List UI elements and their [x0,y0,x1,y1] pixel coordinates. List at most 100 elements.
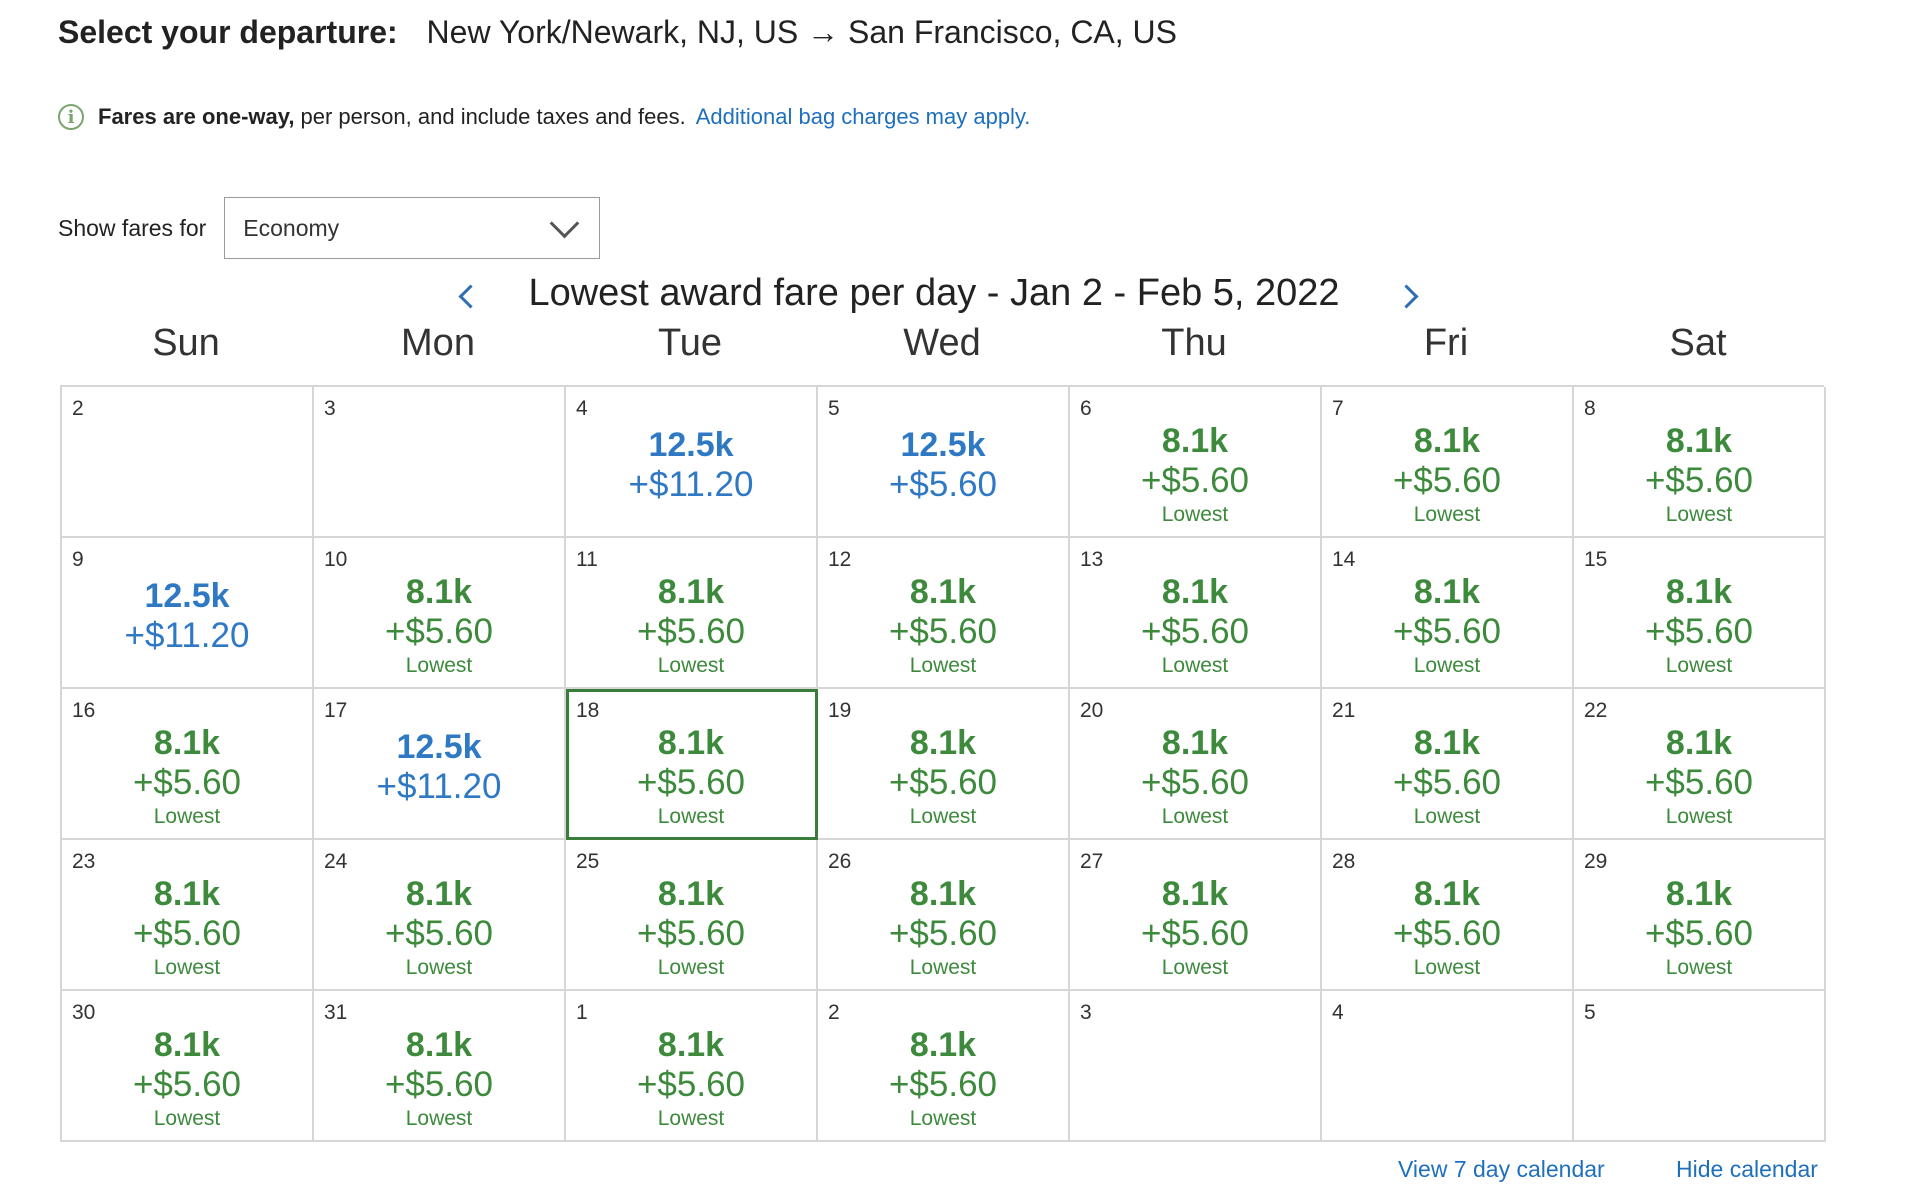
calendar-day-cell[interactable]: 7 8.1k +$5.60 Lowest [1322,387,1574,538]
calendar-day-cell[interactable]: 17 12.5k +$11.20 [314,689,566,840]
miles-price: 12.5k [396,728,482,766]
fare-info: 8.1k +$5.60 Lowest [62,874,312,980]
calendar-day-cell[interactable]: 16 8.1k +$5.60 Lowest [62,689,314,840]
fare-calendar-grid: 2 3 4 12.5k +$11.20 5 12.5k +$5.60 6 8.1k +$5.60 Lo… [60,385,1826,1142]
lowest-tag: Lowest [153,956,221,979]
calendar-day-cell[interactable]: 12 8.1k +$5.60 Lowest [818,538,1070,689]
cash-price: +$5.60 [1140,612,1250,651]
cash-price: +$5.60 [1644,914,1754,953]
miles-price: 8.1k [1413,724,1481,762]
hide-calendar-link[interactable]: Hide calendar [1676,1156,1818,1182]
weekday-label: Thu [1161,322,1227,364]
lowest-tag: Lowest [909,956,977,979]
calendar-day-cell[interactable]: 27 8.1k +$5.60 Lowest [1070,840,1322,991]
miles-price: 8.1k [909,724,977,762]
cash-price: +$5.60 [1392,461,1502,500]
weekday-label: Mon [401,322,475,364]
calendar-day-cell[interactable]: 11 8.1k +$5.60 Lowest [566,538,818,689]
cash-price: +$5.60 [888,763,998,802]
notice-bold-text: Fares are one-way, [98,104,295,129]
calendar-day-cell: 3 [314,387,566,538]
cash-price: +$11.20 [124,616,250,655]
calendar-day-cell[interactable]: 22 8.1k +$5.60 Lowest [1574,689,1826,840]
calendar-day-cell[interactable]: 15 8.1k +$5.60 Lowest [1574,538,1826,689]
bag-charges-link[interactable]: Additional bag charges may apply. [695,104,1031,129]
cash-price: +$5.60 [636,1065,746,1104]
calendar-day-cell[interactable]: 10 8.1k +$5.60 Lowest [314,538,566,689]
calendar-day-cell[interactable]: 21 8.1k +$5.60 Lowest [1322,689,1574,840]
info-circle-icon: i [58,104,84,130]
day-number: 22 [1584,699,1608,722]
day-number: 9 [72,548,84,571]
fare-info: 8.1k +$5.60 Lowest [314,1025,564,1131]
calendar-day-cell: 2 [62,387,314,538]
fare-class-select[interactable]: Economy [224,197,601,259]
next-range-button[interactable] [1394,284,1420,309]
day-number: 1 [576,1001,588,1024]
calendar-day-cell: 3 [1070,991,1322,1142]
weekday-label: Wed [903,322,981,364]
day-number: 3 [1080,1001,1092,1024]
calendar-day-cell[interactable]: 28 8.1k +$5.60 Lowest [1322,840,1574,991]
calendar-day-cell[interactable]: 23 8.1k +$5.60 Lowest [62,840,314,991]
calendar-day-cell[interactable]: 29 8.1k +$5.60 Lowest [1574,840,1826,991]
calendar-day-cell[interactable]: 25 8.1k +$5.60 Lowest [566,840,818,991]
fare-info: 8.1k +$5.60 Lowest [1574,874,1824,980]
cash-price: +$5.60 [1392,612,1502,651]
day-number: 26 [828,850,852,873]
fare-info: 8.1k +$5.60 Lowest [566,572,816,678]
calendar-day-cell[interactable]: 5 12.5k +$5.60 [818,387,1070,538]
route-text: New York/Newark, NJ, US → San Francisco,… [426,14,1177,50]
cash-price: +$5.60 [636,914,746,953]
calendar-day-cell[interactable]: 30 8.1k +$5.60 Lowest [62,991,314,1142]
calendar-day-cell[interactable]: 20 8.1k +$5.60 Lowest [1070,689,1322,840]
lowest-tag: Lowest [153,805,221,828]
calendar-day-cell[interactable]: 1 8.1k +$5.60 Lowest [566,991,818,1142]
cash-price: +$5.60 [1392,763,1502,802]
fare-info: 8.1k +$5.60 Lowest [1574,421,1824,527]
calendar-day-cell[interactable]: 24 8.1k +$5.60 Lowest [314,840,566,991]
lowest-tag: Lowest [1161,805,1229,828]
calendar-day-cell[interactable]: 13 8.1k +$5.60 Lowest [1070,538,1322,689]
day-number: 27 [1080,850,1104,873]
chevron-down-icon [549,208,580,238]
lowest-tag: Lowest [1665,956,1733,979]
weekday-header: Sun Mon Tue Wed Thu Fri Sat [60,322,1824,365]
calendar-day-cell[interactable]: 26 8.1k +$5.60 Lowest [818,840,1070,991]
miles-price: 8.1k [909,1026,977,1064]
cash-price: +$5.60 [888,465,998,504]
lowest-tag: Lowest [1161,654,1229,677]
calendar-day-cell[interactable]: 31 8.1k +$5.60 Lowest [314,991,566,1142]
fare-info: 8.1k +$5.60 Lowest [818,1025,1068,1131]
lowest-tag: Lowest [1161,956,1229,979]
weekday-label: Tue [657,322,723,364]
calendar-day-cell[interactable]: 6 8.1k +$5.60 Lowest [1070,387,1322,538]
lowest-tag: Lowest [1413,654,1481,677]
view-7-day-calendar-link[interactable]: View 7 day calendar [1398,1156,1605,1182]
lowest-tag: Lowest [1413,956,1481,979]
miles-price: 8.1k [1665,422,1733,460]
calendar-day-cell[interactable]: 4 12.5k +$11.20 [566,387,818,538]
calendar-day-cell[interactable]: 14 8.1k +$5.60 Lowest [1322,538,1574,689]
fare-info: 8.1k +$5.60 Lowest [1070,421,1320,527]
cash-price: +$5.60 [1392,914,1502,953]
calendar-day-cell[interactable]: 8 8.1k +$5.60 Lowest [1574,387,1826,538]
calendar-day-cell[interactable]: 9 12.5k +$11.20 [62,538,314,689]
calendar-day-cell[interactable]: 18 8.1k +$5.60 Lowest [566,689,818,840]
fare-info: 8.1k +$5.60 Lowest [314,874,564,980]
fare-info: 8.1k +$5.60 Lowest [1322,572,1572,678]
day-number: 4 [1332,1001,1344,1024]
day-number: 28 [1332,850,1356,873]
calendar-day-cell[interactable]: 2 8.1k +$5.60 Lowest [818,991,1070,1142]
day-number: 13 [1080,548,1104,571]
cash-price: +$5.60 [1644,461,1754,500]
fare-info: 8.1k +$5.60 Lowest [1070,723,1320,829]
lowest-tag: Lowest [909,654,977,677]
notice-text: per person, and include taxes and fees. [300,104,686,129]
calendar-day-cell[interactable]: 19 8.1k +$5.60 Lowest [818,689,1070,840]
miles-price: 12.5k [900,426,986,464]
cash-price: +$5.60 [888,1065,998,1104]
fare-info: 8.1k +$5.60 Lowest [1322,723,1572,829]
cash-price: +$5.60 [384,1065,494,1104]
weekday-label: Fri [1423,322,1469,364]
